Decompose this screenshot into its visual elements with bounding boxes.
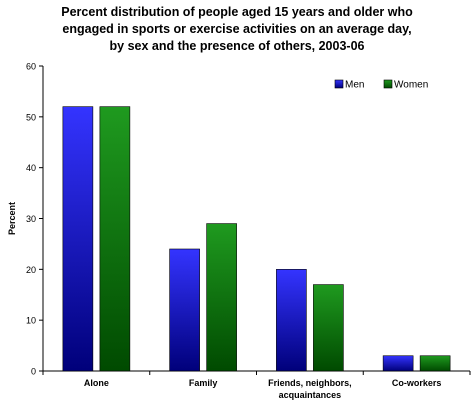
x-tick-label: Friends, neighbors, [268,378,352,388]
y-tick-label: 0 [31,367,36,377]
y-tick-label: 50 [26,112,36,122]
x-tick-label: Co-workers [392,378,442,388]
chart-title: Percent distribution of people aged 15 y… [0,4,474,55]
x-tick-label: Family [189,378,218,388]
y-tick-label: 20 [26,265,36,275]
y-axis-title: Percent [7,202,17,235]
legend-label-women: Women [394,80,428,91]
y-tick-label: 40 [26,163,36,173]
x-tick-label: Alone [84,378,109,388]
y-tick-label: 60 [26,62,36,72]
bar-men-2 [276,269,307,372]
bar-women-0 [99,106,131,372]
chart-title-line-2: engaged in sports or exercise activities… [62,22,412,36]
chart-title-line-3: by sex and the presence of others, 2003-… [109,39,365,53]
bar-men-3 [382,355,414,372]
chart-title-line-1: Percent distribution of people aged 15 y… [61,5,413,19]
x-tick-label: acquaintances [279,390,342,400]
y-tick-label: 10 [26,316,36,326]
bar-women-2 [313,284,344,372]
y-tick-label: 30 [26,214,36,224]
legend-swatch-men [334,79,344,89]
bar-women-3 [419,355,451,372]
legend-label-men: Men [345,80,364,91]
bar-men-1 [169,248,200,372]
bar-men-0 [62,106,94,372]
bar-women-1 [206,223,237,372]
plot-area: 0 10 20 30 40 50 60 Percent Alone Family Friends, … [7,62,471,400]
legend-swatch-women [383,79,393,89]
